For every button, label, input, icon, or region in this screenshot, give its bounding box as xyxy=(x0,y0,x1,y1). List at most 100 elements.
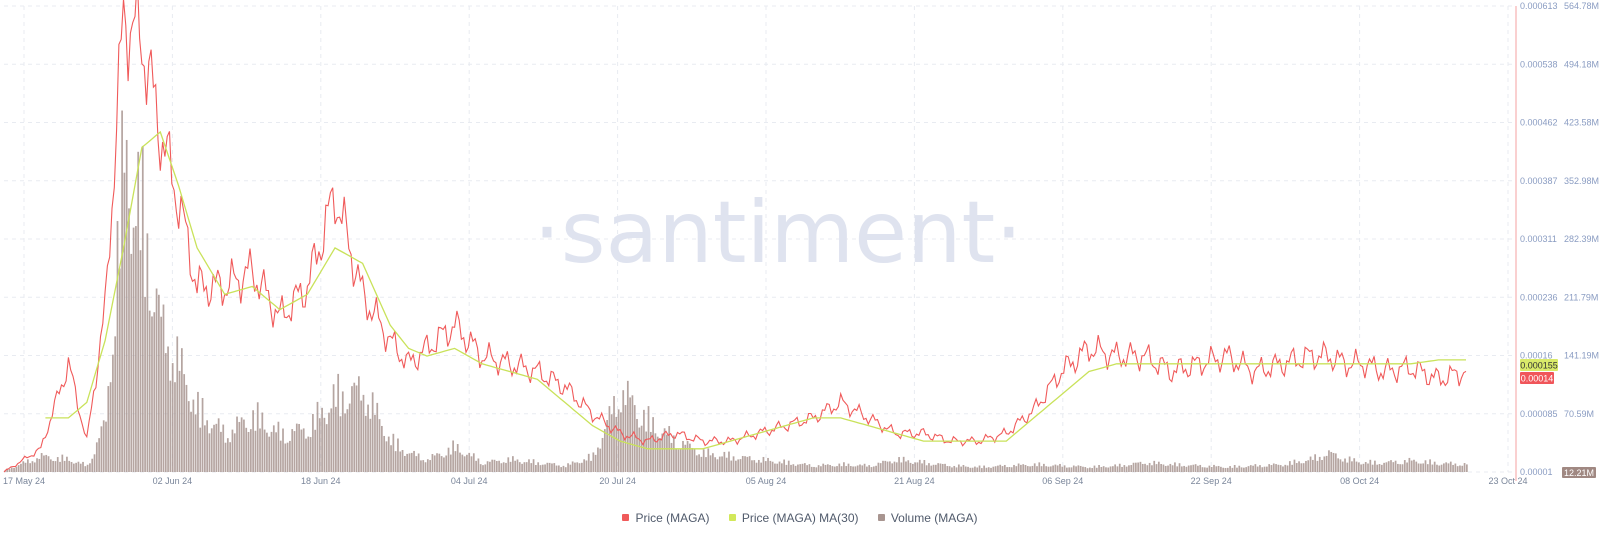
volume-bar xyxy=(764,461,767,472)
volume-bar xyxy=(1086,468,1089,472)
legend-item-price[interactable]: Price (MAGA) xyxy=(622,511,709,525)
volume-bar xyxy=(1323,456,1326,472)
volume-bar xyxy=(640,425,643,472)
volume-bar xyxy=(523,462,526,472)
volume-bar xyxy=(59,461,61,472)
volume-bar xyxy=(1337,458,1339,472)
volume-bar xyxy=(712,453,714,472)
volume-bar xyxy=(659,438,661,472)
volume-bar xyxy=(760,462,763,472)
volume-bar xyxy=(493,459,496,472)
volume-tick-label: 494.18M xyxy=(1564,59,1599,69)
legend-item-ma[interactable]: Price (MAGA) MA(30) xyxy=(728,511,859,525)
volume-bar xyxy=(585,460,588,472)
volume-bar xyxy=(1429,459,1431,472)
volume-bar xyxy=(1307,460,1310,472)
volume-bar xyxy=(1114,464,1117,472)
volume-bar xyxy=(413,450,415,472)
volume-bar xyxy=(364,415,367,472)
price-lines xyxy=(3,0,1467,473)
volume-bar xyxy=(52,460,54,472)
volume-bar xyxy=(387,436,390,472)
volume-bar xyxy=(1199,464,1202,472)
volume-bar xyxy=(1328,450,1330,472)
volume-bar xyxy=(546,462,549,472)
volume-bar xyxy=(512,456,514,472)
volume-bar xyxy=(15,466,18,472)
volume-bar xyxy=(879,463,882,472)
volume-bar xyxy=(1318,456,1321,472)
date-tick-label: 22 Sep 24 xyxy=(1191,476,1232,486)
volume-bar xyxy=(562,465,565,472)
volume-bar xyxy=(254,430,257,472)
volume-bar xyxy=(555,465,558,472)
volume-bar xyxy=(360,400,363,472)
volume-bar xyxy=(778,461,781,472)
volume-bar xyxy=(918,459,921,472)
volume-bar xyxy=(385,441,388,472)
volume-bar xyxy=(907,460,910,472)
volume-bar xyxy=(969,467,972,472)
volume-bar xyxy=(107,386,110,472)
volume-bar xyxy=(167,346,169,472)
volume-bar xyxy=(1084,467,1087,472)
volume-bar xyxy=(670,442,673,472)
price-value-text: 0.00014 xyxy=(1521,374,1554,384)
volume-bar xyxy=(1006,467,1008,472)
price-tick-label: 0.000387 xyxy=(1520,176,1558,186)
volume-bar xyxy=(275,432,277,472)
volume-bar xyxy=(964,466,967,472)
volume-bar xyxy=(47,456,50,472)
volume-bar xyxy=(925,465,928,472)
volume-bar xyxy=(1403,460,1406,472)
volume-bar xyxy=(1288,461,1291,472)
volume-bar xyxy=(1247,466,1250,472)
volume-bar xyxy=(431,454,434,472)
volume-bar xyxy=(1348,456,1351,472)
volume-tick-label: 211.79M xyxy=(1564,292,1598,302)
volume-bar xyxy=(1245,467,1248,472)
volume-bar xyxy=(737,459,740,472)
volume-bar xyxy=(226,438,229,472)
volume-bar xyxy=(1378,464,1381,472)
volume-bar xyxy=(447,447,450,472)
volume-bar xyxy=(652,417,654,472)
volume-bar xyxy=(456,444,459,472)
price-tick-label: 0.000613 xyxy=(1520,1,1558,11)
volume-bar xyxy=(898,457,900,472)
volume-bar xyxy=(944,463,946,472)
volume-bar xyxy=(1026,466,1029,472)
volume-bar xyxy=(406,453,409,472)
volume-bar xyxy=(822,463,825,472)
volume-bar xyxy=(560,467,563,472)
volume-bar xyxy=(495,461,498,472)
volume-bar xyxy=(82,461,84,472)
volume-bar xyxy=(358,376,360,472)
volume-bar xyxy=(1302,463,1305,472)
volume-bar xyxy=(967,466,969,472)
volume-bar xyxy=(912,463,914,472)
volume-bar xyxy=(1351,461,1353,472)
volume-bar xyxy=(72,463,75,472)
volume-bar xyxy=(330,408,333,472)
volume-bar xyxy=(229,442,232,472)
volume-bar xyxy=(238,421,241,472)
volume-bar xyxy=(675,449,677,472)
volume-bar xyxy=(1224,467,1227,472)
legend-item-volume[interactable]: Volume (MAGA) xyxy=(877,511,978,525)
volume-bar xyxy=(77,461,80,472)
volume-bar xyxy=(774,463,776,472)
ma-value-text: 0.000155 xyxy=(1520,361,1558,371)
volume-bar xyxy=(1397,463,1399,472)
volume-bar xyxy=(592,452,595,472)
volume-bar xyxy=(1374,460,1376,472)
date-axis-ticks: 17 May 24 02 Jun 24 18 Jun 24 04 Jul 24 20 J… xyxy=(3,476,1528,486)
volume-bar xyxy=(587,453,590,472)
volume-bar xyxy=(1139,461,1142,472)
volume-bar xyxy=(112,354,114,472)
volume-bar xyxy=(905,461,907,472)
volume-bar xyxy=(900,462,903,472)
volume-bar xyxy=(100,426,103,472)
date-tick-label: 21 Aug 24 xyxy=(894,476,935,486)
volume-bar xyxy=(723,451,726,472)
